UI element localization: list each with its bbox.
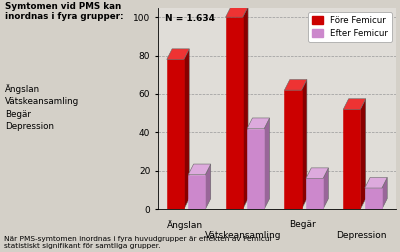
Text: Depression: Depression	[336, 231, 386, 240]
Legend: Före Femicur, Efter Femicur: Före Femicur, Efter Femicur	[308, 12, 392, 42]
Polygon shape	[284, 80, 307, 90]
Bar	[284, 90, 302, 209]
Polygon shape	[306, 168, 328, 178]
Text: N = 1.634: N = 1.634	[165, 14, 215, 23]
Text: Begär: Begär	[289, 220, 316, 229]
Bar	[306, 178, 323, 209]
Text: Ängslan
Vätskeansamling
Begär
Depression: Ängslan Vätskeansamling Begär Depression	[5, 84, 79, 131]
Text: Ängslan: Ängslan	[167, 220, 203, 230]
Polygon shape	[188, 164, 211, 175]
Polygon shape	[205, 164, 211, 209]
Polygon shape	[264, 118, 270, 209]
Bar	[167, 59, 184, 209]
Polygon shape	[323, 168, 328, 209]
Text: När PMS-symtomen inordnas i fyra huvudgrupper är effekten av Femicur
statistiskt: När PMS-symtomen inordnas i fyra huvudgr…	[4, 236, 272, 249]
Text: Vätskeansamling: Vätskeansamling	[205, 231, 282, 240]
Polygon shape	[167, 49, 189, 59]
Polygon shape	[226, 7, 248, 17]
Text: Symtomen vid PMS kan
inordnas i fyra grupper:: Symtomen vid PMS kan inordnas i fyra gru…	[5, 2, 123, 21]
Y-axis label: %: %	[129, 0, 140, 2]
Polygon shape	[184, 49, 189, 209]
Polygon shape	[343, 99, 366, 109]
Bar	[226, 17, 243, 209]
Polygon shape	[382, 177, 387, 209]
Polygon shape	[365, 177, 387, 188]
Bar	[343, 109, 360, 209]
Polygon shape	[247, 118, 270, 129]
Bar	[365, 188, 382, 209]
Polygon shape	[302, 80, 307, 209]
Polygon shape	[360, 99, 366, 209]
Bar	[188, 175, 205, 209]
Bar	[247, 129, 264, 209]
Polygon shape	[243, 7, 248, 209]
